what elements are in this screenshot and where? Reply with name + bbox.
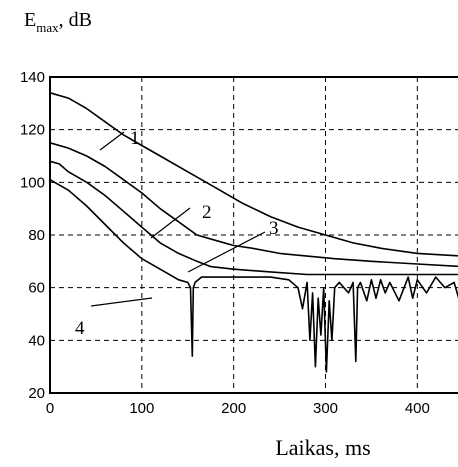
svg-text:Emax, dB: Emax, dB xyxy=(24,9,92,35)
y-tick-label: 120 xyxy=(20,122,45,139)
x-tick-label: 200 xyxy=(221,400,246,417)
x-tick-label: 100 xyxy=(129,400,154,417)
series-line-3 xyxy=(49,160,458,276)
annotation-label-2: 2 xyxy=(202,202,212,223)
y-tick-label: 80 xyxy=(28,227,45,244)
series-line-2 xyxy=(49,142,458,268)
series-layer xyxy=(49,92,458,373)
y-axis-label: Emax, dB xyxy=(24,9,92,35)
tick-labels: 010020030040050060020406080100120140 xyxy=(20,69,430,417)
annotation-leader-4 xyxy=(90,297,153,307)
y-axis-label-unit: , dB xyxy=(59,9,92,31)
y-axis-label-sub: max xyxy=(36,20,59,35)
curve-annotations: 1 2 3 4 xyxy=(75,128,279,339)
annotation-leader-1 xyxy=(99,131,125,151)
annotation-label-1: 1 xyxy=(130,128,140,149)
y-axis-label-main: E xyxy=(24,9,36,31)
plot-frame xyxy=(49,76,458,394)
x-tick-label: 400 xyxy=(405,400,430,417)
x-axis-label: Laikas, ms xyxy=(275,435,370,460)
y-tick-label: 100 xyxy=(20,174,45,191)
series-line-4 xyxy=(49,179,458,373)
annotation-leader-2 xyxy=(150,207,191,239)
y-tick-label: 20 xyxy=(28,385,45,402)
series-line-1 xyxy=(49,92,458,257)
grid xyxy=(50,77,458,393)
annotation-label-4: 4 xyxy=(75,318,85,339)
annotation-label-3: 3 xyxy=(269,218,279,239)
x-tick-label: 300 xyxy=(313,400,338,417)
y-tick-label: 60 xyxy=(28,280,45,297)
y-tick-label: 140 xyxy=(20,69,45,86)
annotation-leader-3 xyxy=(187,231,266,273)
y-tick-label: 40 xyxy=(28,332,45,349)
x-tick-label: 0 xyxy=(46,400,54,417)
